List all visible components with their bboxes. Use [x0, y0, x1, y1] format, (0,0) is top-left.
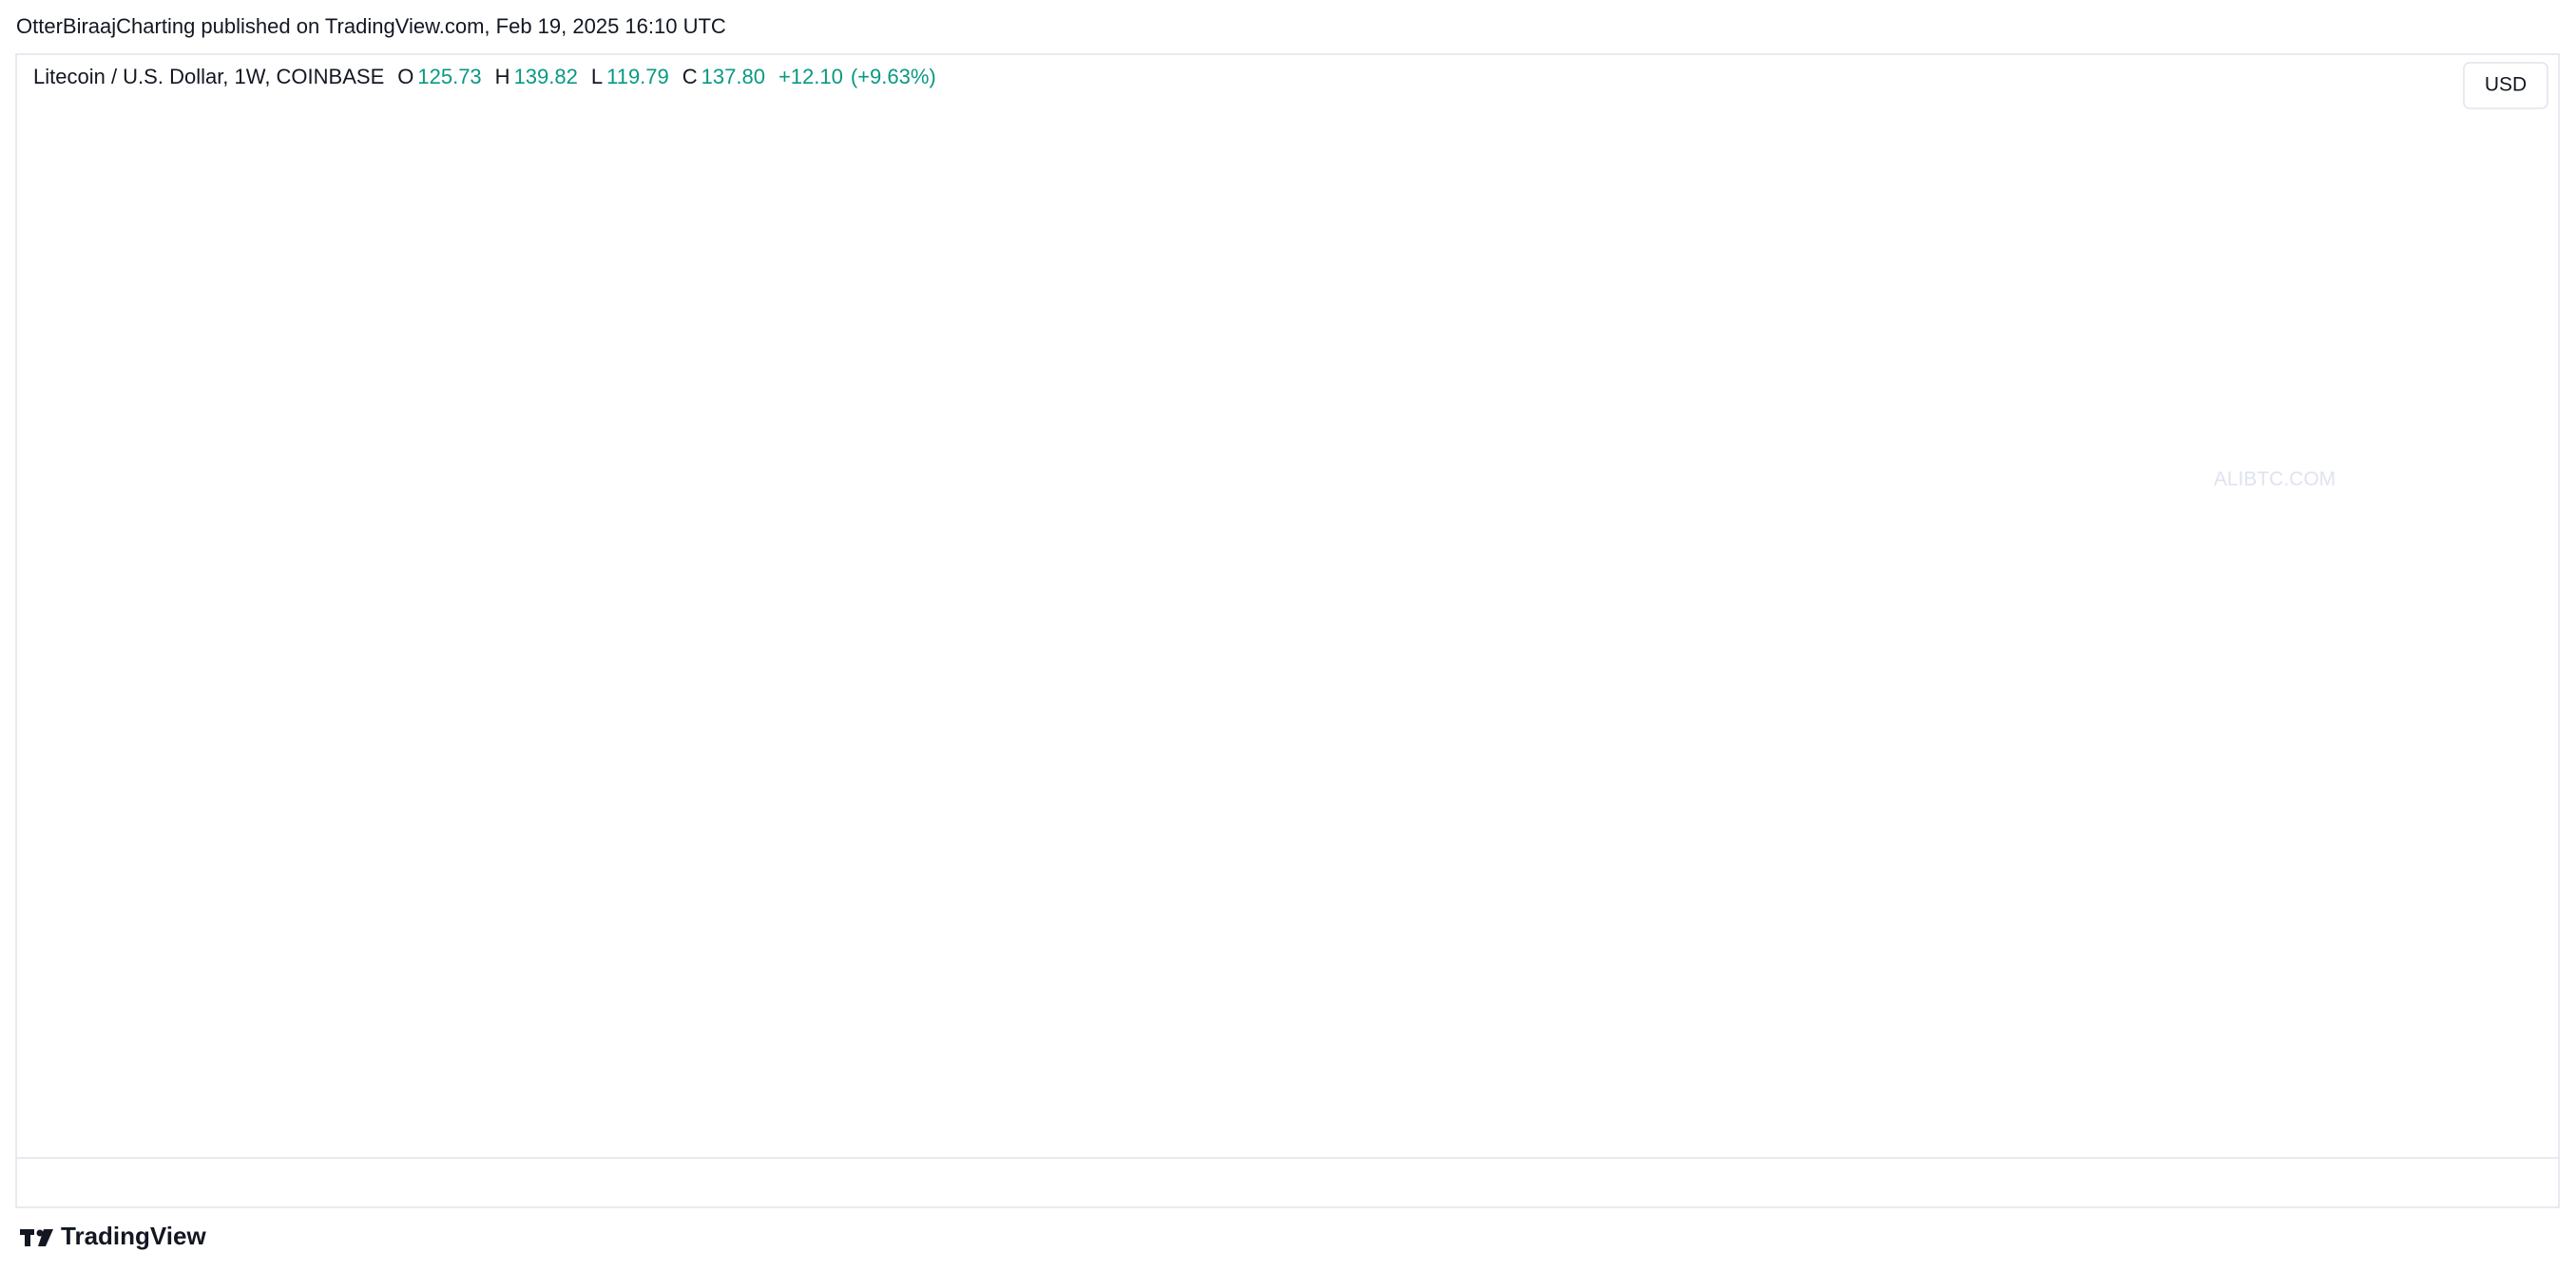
chart-frame: [15, 53, 2560, 1208]
change-percent: (+9.63%): [850, 65, 936, 88]
logo-slash: [38, 1229, 53, 1246]
logo-text[interactable]: TradingView: [61, 1222, 206, 1250]
ohlc-prefix: O: [397, 65, 414, 88]
ohlc-value: 125.73: [417, 65, 482, 88]
logo-stem: [25, 1229, 30, 1246]
currency-label[interactable]: USD: [2485, 74, 2527, 96]
ohlc-prefix: H: [494, 65, 510, 88]
currency-button[interactable]: [2463, 62, 2548, 109]
ohlc-value: 119.79: [606, 65, 669, 88]
symbol-name: Litecoin / U.S. Dollar, 1W, COINBASE: [33, 65, 385, 88]
ohlc-prefix: C: [682, 65, 698, 88]
change: +12.10: [778, 65, 843, 88]
ohlc-prefix: L: [590, 65, 604, 88]
published-note: OtterBiraajCharting published on Trading…: [16, 14, 726, 38]
tradingview-logo[interactable]: TradingView: [20, 1222, 206, 1250]
watermark: ALIBTC.COM: [2214, 469, 2336, 491]
symbol-legend: Litecoin / U.S. Dollar, 1W, COINBASE O 125…: [33, 65, 950, 89]
ohlc-value: 139.82: [513, 65, 578, 88]
logo-dot: [36, 1229, 44, 1237]
ohlc-value: 137.80: [701, 65, 765, 88]
